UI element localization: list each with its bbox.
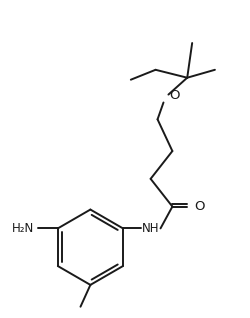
Text: O: O: [169, 89, 179, 102]
Text: NH: NH: [141, 222, 159, 235]
Text: H₂N: H₂N: [12, 222, 34, 235]
Text: O: O: [193, 200, 204, 213]
